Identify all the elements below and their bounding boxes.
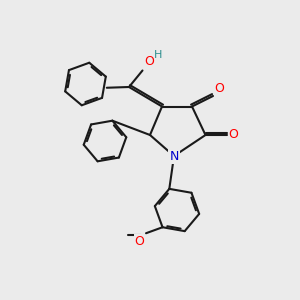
Text: O: O xyxy=(228,128,238,142)
Text: O: O xyxy=(135,235,145,248)
Text: H: H xyxy=(154,50,162,60)
Text: O: O xyxy=(214,82,224,94)
Text: O: O xyxy=(144,55,154,68)
Text: N: N xyxy=(169,149,179,163)
